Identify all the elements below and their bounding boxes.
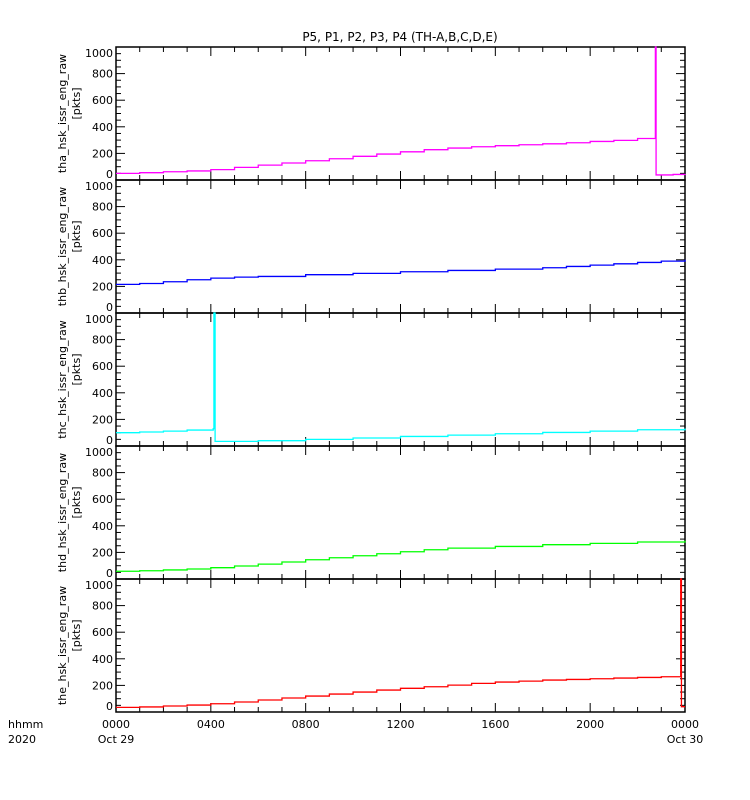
y-axis-unit: [pkts] <box>70 620 83 652</box>
panel-4: 0 200 400 600 800 1000 the_hsk_issr_eng_raw [pk… <box>56 578 686 713</box>
y-axis-label: thd_hsk_issr_eng_raw <box>56 453 69 572</box>
y-tick-label: 200 <box>92 413 113 426</box>
y-tick-label: 1000 <box>85 47 113 60</box>
x-tick-label: 0400 <box>197 718 225 731</box>
panel-3: 0 200 400 600 800 1000 thd_hsk_issr_eng_raw [pk… <box>56 445 686 580</box>
x-tick-label: 0000 <box>102 718 130 731</box>
y-tick-label: 600 <box>92 493 113 506</box>
y-tick-label: 800 <box>92 467 113 480</box>
x-corner-sublabel: 2020 <box>8 733 36 746</box>
y-axis-unit: [pkts] <box>70 88 83 120</box>
y-tick-label: 0 <box>106 168 113 181</box>
panel-2: 0 200 400 600 800 1000 thc_hsk_issr_eng_raw [pk… <box>56 312 686 447</box>
x-tick-label: 1200 <box>387 718 415 731</box>
y-tick-label: 200 <box>92 679 113 692</box>
y-tick-label: 0 <box>106 301 113 314</box>
plot-frame <box>115 179 686 314</box>
panel-0: 0 200 400 600 800 1000 tha_hsk_issr_eng_raw [pk… <box>56 46 686 181</box>
plot-frame <box>115 445 686 580</box>
y-tick-label: 0 <box>106 434 113 447</box>
y-tick-label: 200 <box>92 147 113 160</box>
x-tick-label: 0800 <box>292 718 320 731</box>
y-tick-label: 800 <box>92 68 113 81</box>
y-tick-label: 200 <box>92 280 113 293</box>
x-tick-label: 2000 <box>576 718 604 731</box>
x-tick-sublabel: Oct 29 <box>98 733 135 746</box>
y-tick-label: 1000 <box>85 180 113 193</box>
x-tick-label: 0000 <box>671 718 699 731</box>
y-axis-label: thc_hsk_issr_eng_raw <box>56 320 69 438</box>
y-tick-label: 1000 <box>85 313 113 326</box>
series-line <box>116 540 686 572</box>
series-line <box>116 46 686 176</box>
y-tick-label: 400 <box>92 520 113 533</box>
plot-frame <box>115 312 686 447</box>
y-axis-unit: [pkts] <box>70 487 83 519</box>
x-tick-label: 1600 <box>481 718 509 731</box>
y-axis-unit: [pkts] <box>70 354 83 386</box>
y-tick-label: 800 <box>92 600 113 613</box>
series-line <box>116 578 685 708</box>
series-line <box>116 259 686 286</box>
y-tick-label: 600 <box>92 626 113 639</box>
x-corner-label: hhmm <box>8 718 43 731</box>
y-tick-label: 0 <box>106 567 113 580</box>
y-tick-label: 0 <box>106 700 113 713</box>
y-axis-unit: [pkts] <box>70 221 83 253</box>
y-tick-label: 400 <box>92 653 113 666</box>
plot-frame <box>115 578 686 713</box>
y-tick-label: 400 <box>92 387 113 400</box>
y-axis-label: thb_hsk_issr_eng_raw <box>56 187 69 306</box>
y-tick-label: 1000 <box>85 446 113 459</box>
y-tick-label: 800 <box>92 334 113 347</box>
y-tick-label: 800 <box>92 201 113 214</box>
series-line <box>116 312 686 442</box>
y-tick-label: 600 <box>92 227 113 240</box>
plot-frame <box>115 46 686 181</box>
y-axis-label: tha_hsk_issr_eng_raw <box>56 54 69 173</box>
chart-title: P5, P1, P2, P3, P4 (TH-A,B,C,D,E) <box>302 30 497 44</box>
x-tick-sublabel: Oct 30 <box>667 733 704 746</box>
y-tick-label: 1000 <box>85 579 113 592</box>
y-tick-label: 600 <box>92 360 113 373</box>
panel-1: 0 200 400 600 800 1000 thb_hsk_issr_eng_raw [pk… <box>56 179 686 314</box>
y-axis-label: the_hsk_issr_eng_raw <box>56 586 69 705</box>
y-tick-label: 600 <box>92 94 113 107</box>
y-tick-label: 400 <box>92 254 113 267</box>
y-tick-label: 400 <box>92 121 113 134</box>
y-tick-label: 200 <box>92 546 113 559</box>
